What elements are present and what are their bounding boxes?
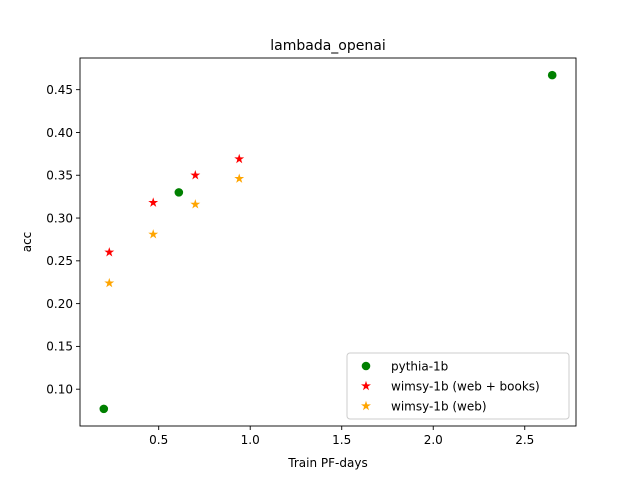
data-point [148,197,159,207]
y-tick-label: 0.30 [46,211,73,225]
legend-box [346,352,570,420]
chart-title: lambada_openai [270,38,385,54]
y-tick-label: 0.35 [46,169,73,183]
x-tick-label: 2.5 [515,433,534,447]
legend: pythia-1b wimsy-1b (web + books) wimsy-1b … [346,352,570,420]
y-axis-label: acc [20,232,34,253]
x-axis-label: Train PF-days [287,456,367,470]
y-tick-label: 0.20 [46,297,73,311]
data-point [234,173,245,183]
x-tick-label: 0.5 [149,433,168,447]
data-point [190,170,201,180]
x-tick-label: 1.0 [241,433,260,447]
data-point [234,153,245,164]
y-tick-label: 0.10 [46,383,73,397]
data-point [104,277,115,288]
y-tick-label: 0.45 [46,83,73,97]
data-point [174,188,184,197]
data-point [99,404,109,414]
y-tick-label: 0.25 [46,254,73,268]
axes-frame [79,57,577,427]
legend-label: wimsy-1b (web) [391,399,487,413]
x-tick-label: 1.5 [332,433,351,447]
legend-marker [361,400,371,411]
legend-marker [361,380,371,391]
plot-area: 0.5 1.0 1.5 2.0 2.5 0.10 0.15 0.20 0.25 0.30 0.35 0… [46,57,577,447]
legend-marker [361,361,371,371]
y-tick-label: 0.40 [46,126,73,140]
data-point [190,199,201,209]
data-point [104,247,115,257]
data-point [148,229,159,239]
legend-label: pythia-1b [391,359,448,373]
data-point [547,70,557,80]
y-tick-label: 0.15 [46,340,73,354]
x-tick-label: 2.0 [424,433,443,447]
legend-label: wimsy-1b (web + books) [391,379,540,393]
